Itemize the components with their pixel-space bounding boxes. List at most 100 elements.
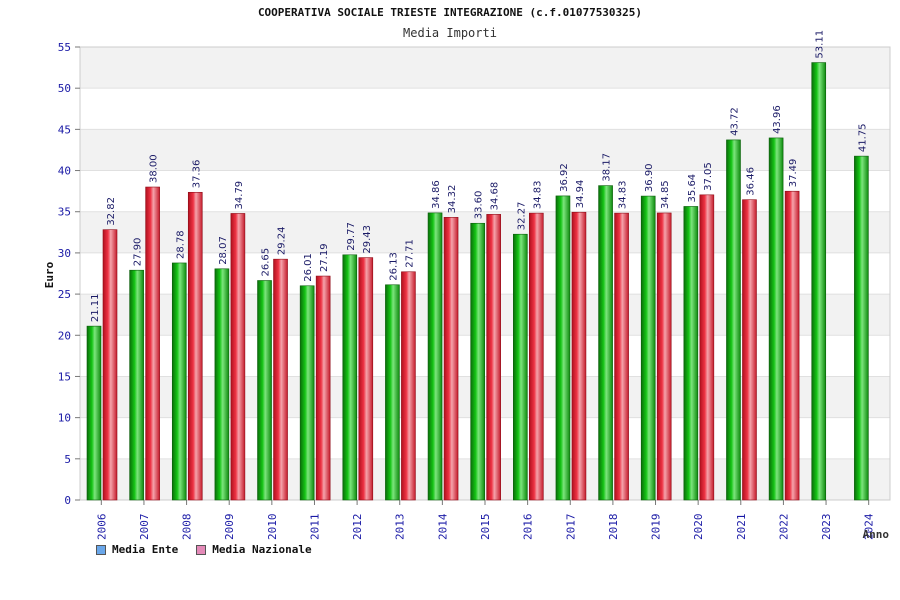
x-tick-label: 2024 xyxy=(863,513,876,540)
bar-media-nazionale xyxy=(102,229,118,501)
grid-band xyxy=(80,129,890,171)
y-tick-label: 10 xyxy=(58,412,71,425)
bar-media-ente xyxy=(640,195,656,501)
data-label: 29.43 xyxy=(362,225,373,254)
bar-media-ente xyxy=(683,206,699,501)
bar-media-ente xyxy=(342,254,358,501)
bar-media-ente xyxy=(171,262,187,501)
x-tick-label: 2010 xyxy=(266,514,279,541)
bar-media-ente xyxy=(385,284,400,501)
data-label: 37.49 xyxy=(788,159,799,188)
y-tick-label: 5 xyxy=(64,453,71,466)
bar-media-ente xyxy=(726,139,741,501)
data-label: 34.85 xyxy=(660,180,671,209)
y-axis-label: Euro xyxy=(43,261,56,288)
bar-media-nazionale xyxy=(571,211,587,501)
bars xyxy=(86,62,869,501)
bar-media-ente xyxy=(555,195,571,501)
x-tick-label: 2014 xyxy=(436,513,449,540)
data-label: 33.60 xyxy=(474,191,485,220)
x-tick-label: 2017 xyxy=(564,514,577,541)
x-tick-label: 2018 xyxy=(607,514,620,541)
bar-media-ente xyxy=(86,325,102,501)
data-label: 26.65 xyxy=(261,248,272,277)
y-axis: 0 5 10 15 20 25 30 35 40 45 50 55 xyxy=(58,41,80,507)
bar-media-nazionale xyxy=(443,217,459,501)
data-label: 37.36 xyxy=(191,160,202,189)
data-label: 34.83 xyxy=(618,180,629,209)
bar-media-ente xyxy=(427,212,443,501)
data-label: 27.71 xyxy=(404,239,415,268)
y-tick-label: 35 xyxy=(58,206,71,219)
bar-media-nazionale xyxy=(699,194,715,501)
bar-media-nazionale xyxy=(486,214,501,501)
legend: Media Ente Media Nazionale xyxy=(96,543,312,556)
grid-band xyxy=(80,47,890,89)
x-tick-label: 2023 xyxy=(820,514,833,541)
bar-media-nazionale xyxy=(656,212,672,501)
x-tick-label: 2008 xyxy=(181,514,194,541)
bar-media-nazionale xyxy=(401,271,416,501)
y-tick-label: 20 xyxy=(58,329,71,342)
y-tick-label: 50 xyxy=(58,82,71,95)
data-label: 32.82 xyxy=(106,197,117,226)
bar-media-ente xyxy=(854,155,869,501)
y-tick-label: 40 xyxy=(58,165,71,178)
bar-media-ente xyxy=(214,268,230,501)
data-label: 34.83 xyxy=(532,180,543,209)
data-label: 36.92 xyxy=(559,163,570,192)
bar-media-ente xyxy=(811,62,827,501)
data-label: 27.90 xyxy=(133,238,144,267)
bar-media-ente xyxy=(470,222,485,501)
data-label: 26.13 xyxy=(388,252,399,281)
x-tick-label: 2022 xyxy=(777,514,790,541)
data-label: 38.17 xyxy=(602,153,613,182)
data-label: 34.32 xyxy=(447,185,458,214)
data-label: 28.78 xyxy=(175,230,186,259)
x-tick-label: 2019 xyxy=(650,514,663,541)
bar-media-nazionale xyxy=(315,275,331,501)
data-label: 35.64 xyxy=(687,174,698,203)
chart-subtitle: Media Importi xyxy=(403,26,497,40)
bar-media-ente xyxy=(513,233,528,501)
data-label: 28.07 xyxy=(218,236,229,265)
data-label: 36.46 xyxy=(745,167,756,196)
data-label: 43.72 xyxy=(729,107,740,136)
x-tick-label: 2006 xyxy=(95,514,108,541)
bar-media-nazionale xyxy=(187,191,203,501)
data-label: 34.86 xyxy=(431,180,442,209)
x-tick-label: 2011 xyxy=(308,514,321,541)
data-label: 53.11 xyxy=(815,30,826,59)
data-label: 34.79 xyxy=(234,181,245,210)
bar-media-nazionale xyxy=(358,257,374,501)
chart-title: COOPERATIVA SOCIALE TRIESTE INTEGRAZIONE… xyxy=(257,6,643,19)
legend-item-ente[interactable]: Media Ente xyxy=(96,543,178,556)
data-label: 26.01 xyxy=(303,253,314,282)
legend-swatch-ente xyxy=(96,544,106,555)
bar-media-ente xyxy=(257,280,272,501)
data-label: 29.24 xyxy=(277,227,288,256)
y-tick-label: 45 xyxy=(58,123,71,136)
y-tick-label: 55 xyxy=(58,41,71,54)
data-label: 43.96 xyxy=(772,105,783,134)
bar-media-nazionale xyxy=(529,212,544,501)
x-tick-label: 2020 xyxy=(692,514,705,541)
legend-item-nazionale[interactable]: Media Nazionale xyxy=(196,543,312,556)
data-label: 21.11 xyxy=(90,293,101,322)
x-tick-label: 2021 xyxy=(735,514,748,541)
data-label: 29.77 xyxy=(346,222,357,251)
bar-media-nazionale xyxy=(145,186,160,501)
bar-media-ente xyxy=(129,269,144,501)
data-label: 36.90 xyxy=(644,163,655,192)
x-tick-label: 2007 xyxy=(138,514,151,541)
data-label: 37.05 xyxy=(703,162,714,191)
x-axis-label: Anno xyxy=(863,528,890,541)
y-tick-label: 25 xyxy=(58,288,71,301)
data-label: 38.00 xyxy=(149,154,160,183)
bar-media-ente xyxy=(299,285,315,501)
y-tick-label: 15 xyxy=(58,370,71,383)
data-label: 34.68 xyxy=(490,182,501,211)
bar-media-nazionale xyxy=(742,199,757,501)
x-axis: 2006 2007 2008 2009 2010 2011 2012 2013 2014 2015… xyxy=(95,500,876,541)
